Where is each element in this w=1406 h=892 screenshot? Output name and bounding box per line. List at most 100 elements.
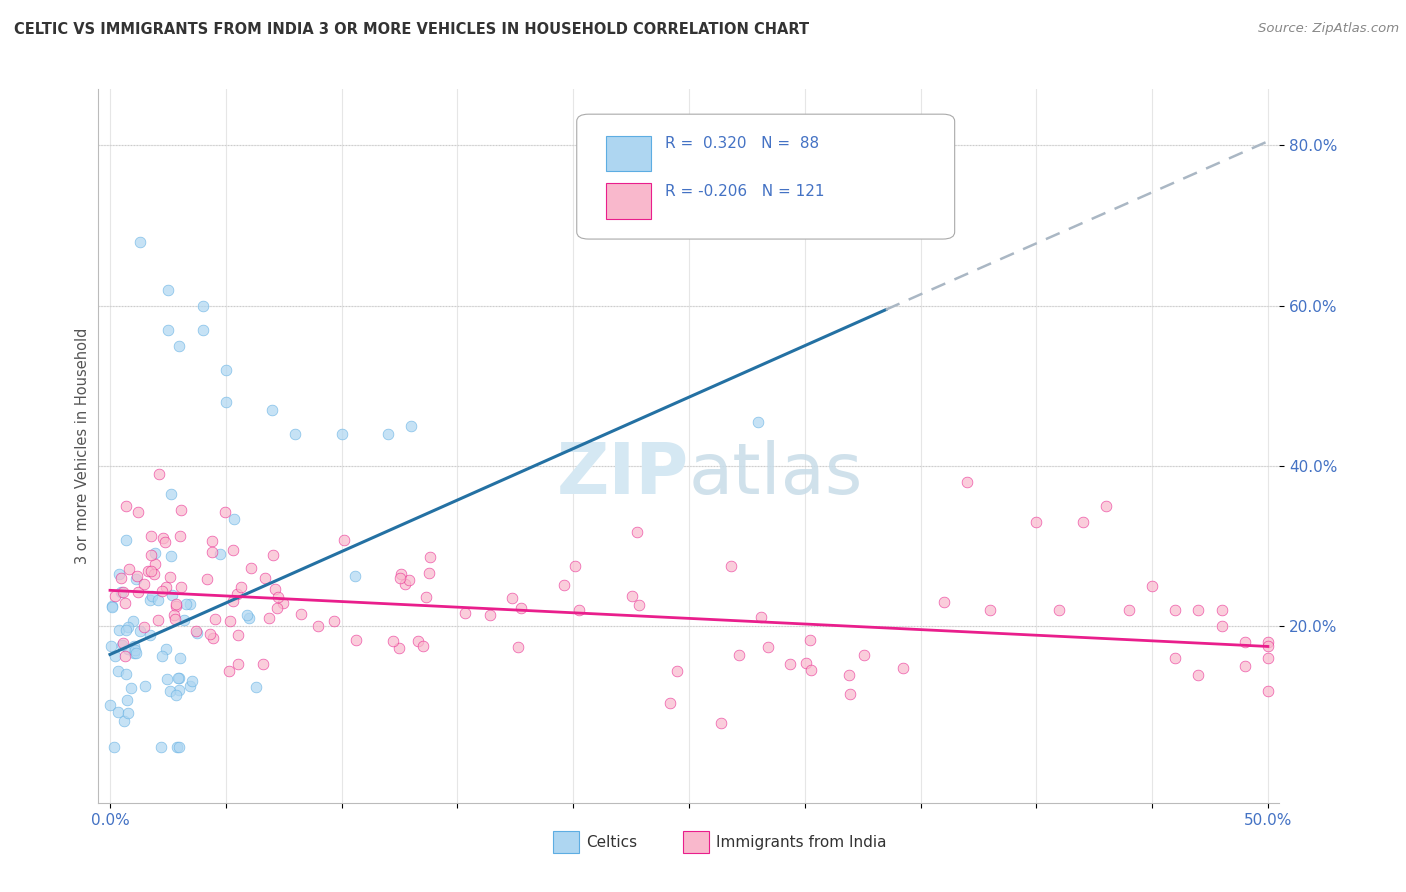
Point xyxy=(568,603,591,617)
Point xyxy=(226,657,249,671)
Point xyxy=(1187,603,1209,617)
Point xyxy=(139,548,162,562)
Point xyxy=(129,235,152,249)
Point xyxy=(169,580,191,594)
Point xyxy=(415,591,437,605)
Point xyxy=(117,706,139,720)
Point xyxy=(1211,619,1233,633)
Point xyxy=(153,535,176,549)
Point xyxy=(169,671,191,685)
Point xyxy=(124,642,146,657)
Point xyxy=(381,634,404,648)
Point xyxy=(839,687,862,701)
Point xyxy=(165,689,187,703)
Point xyxy=(1211,603,1233,617)
Point xyxy=(139,564,162,578)
Point xyxy=(307,619,329,633)
Point xyxy=(756,640,779,654)
Point xyxy=(159,684,181,698)
Point xyxy=(101,599,124,613)
Point xyxy=(271,596,294,610)
Point xyxy=(406,633,429,648)
Point xyxy=(893,661,915,675)
Text: Immigrants from India: Immigrants from India xyxy=(716,835,887,849)
Point xyxy=(122,614,145,628)
Point xyxy=(1025,515,1047,529)
Point xyxy=(799,633,821,648)
Point xyxy=(332,533,354,547)
Point xyxy=(115,499,138,513)
Point xyxy=(111,639,134,653)
Point xyxy=(262,548,284,562)
Point xyxy=(779,657,801,672)
Point xyxy=(148,467,170,481)
Point xyxy=(186,626,208,640)
Point xyxy=(160,588,183,602)
Point xyxy=(165,597,187,611)
Text: atlas: atlas xyxy=(689,440,863,509)
Point xyxy=(215,395,238,409)
Point xyxy=(136,564,159,578)
Point xyxy=(174,597,197,611)
Point xyxy=(111,636,134,650)
Point xyxy=(209,548,232,562)
Point xyxy=(932,595,955,609)
Point xyxy=(222,512,245,526)
Point xyxy=(509,600,531,615)
Point xyxy=(553,578,575,592)
Point xyxy=(120,681,142,695)
Point xyxy=(1233,635,1256,649)
Point xyxy=(800,663,823,677)
Point xyxy=(156,323,179,337)
Point xyxy=(226,628,249,642)
Point xyxy=(388,640,411,655)
Text: Celtics: Celtics xyxy=(586,835,637,849)
Point xyxy=(150,583,173,598)
Point xyxy=(155,642,177,657)
Point xyxy=(794,657,817,671)
Point xyxy=(264,582,287,596)
Point xyxy=(418,566,440,580)
Point xyxy=(191,323,214,337)
Point xyxy=(150,649,173,664)
Point xyxy=(114,649,136,664)
Point xyxy=(107,664,129,678)
Point xyxy=(143,546,166,560)
Point xyxy=(259,611,281,625)
Point xyxy=(956,475,979,489)
Point xyxy=(201,533,224,548)
Point xyxy=(412,639,434,653)
Point xyxy=(204,612,226,626)
Point xyxy=(170,502,193,516)
Point xyxy=(501,591,523,605)
Point xyxy=(1140,579,1163,593)
Point xyxy=(508,640,530,655)
Point xyxy=(112,714,135,728)
Point xyxy=(201,632,224,646)
Point xyxy=(197,572,219,586)
Point xyxy=(166,739,188,754)
Point xyxy=(564,559,586,574)
Point xyxy=(110,571,132,585)
Point xyxy=(100,639,122,653)
Point xyxy=(266,591,288,605)
Point xyxy=(377,427,399,442)
Point xyxy=(160,549,183,563)
Point xyxy=(1233,659,1256,673)
Point xyxy=(173,613,195,627)
Point xyxy=(266,601,288,615)
Point xyxy=(156,283,179,297)
Point xyxy=(219,614,242,628)
Bar xyxy=(606,184,651,219)
Point xyxy=(253,571,276,585)
Point xyxy=(117,620,139,634)
Point xyxy=(245,680,267,694)
Point xyxy=(838,667,860,681)
Point xyxy=(221,594,243,608)
Point xyxy=(112,584,135,599)
Point xyxy=(127,584,149,599)
Point xyxy=(156,673,179,687)
Point xyxy=(290,607,312,621)
Point xyxy=(148,592,170,607)
Point xyxy=(155,580,177,594)
